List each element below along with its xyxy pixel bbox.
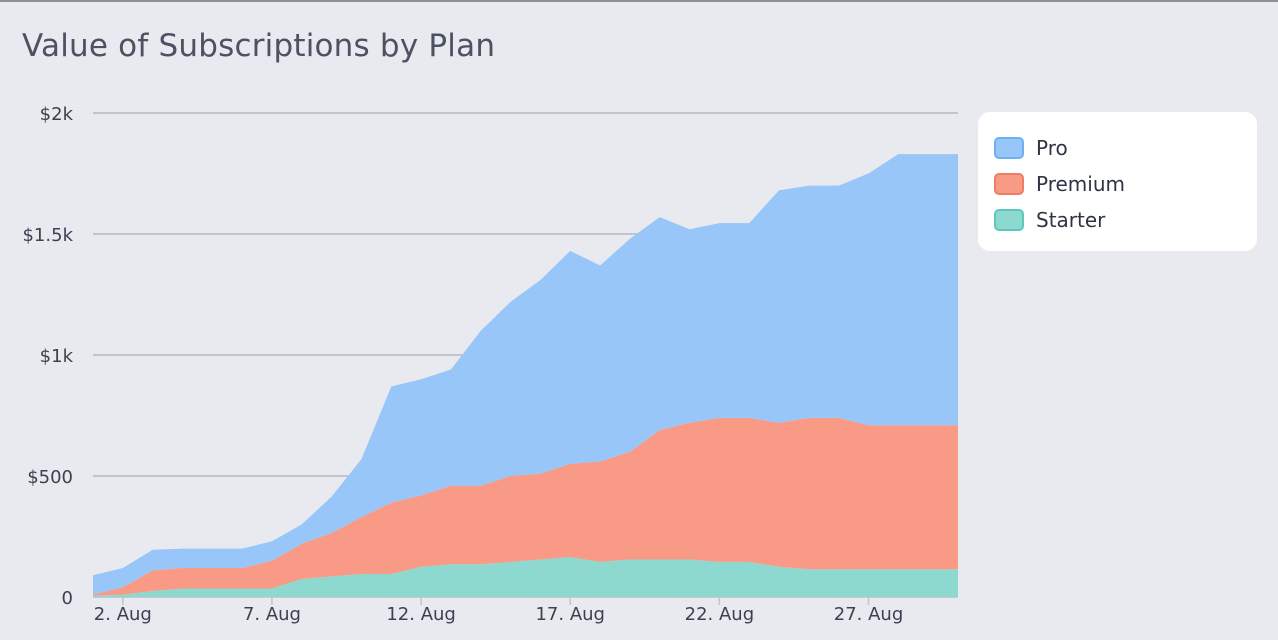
y-tick-label: $500: [27, 467, 73, 488]
legend-swatch-premium: [994, 173, 1024, 195]
area-starter: [93, 557, 958, 597]
top-rule: [0, 0, 1278, 2]
y-tick-label: $1.5k: [22, 225, 73, 246]
x-tick-label: 7. Aug: [243, 604, 301, 625]
chart-title: Value of Subscriptions by Plan: [22, 28, 496, 64]
area-premium: [93, 417, 958, 596]
legend-label-pro: Pro: [1036, 136, 1068, 160]
x-tick-label: 2. Aug: [94, 604, 152, 625]
legend-label-starter: Starter: [1036, 208, 1106, 232]
legend-label-premium: Premium: [1036, 172, 1125, 196]
y-tick-label: $2k: [40, 104, 74, 125]
legend-swatch-starter: [994, 209, 1024, 231]
x-tick-label: 27. Aug: [834, 604, 904, 625]
x-tick-label: 12. Aug: [386, 604, 456, 625]
area-pro: [93, 154, 958, 595]
y-tick-label: $1k: [40, 346, 74, 367]
x-tick-label: 22. Aug: [685, 604, 755, 625]
legend: Pro Premium Starter: [978, 112, 1257, 251]
legend-swatch-pro: [994, 137, 1024, 159]
x-tick-label: 17. Aug: [535, 604, 605, 625]
legend-item-pro[interactable]: Pro: [994, 130, 1257, 166]
y-tick-label: 0: [62, 588, 73, 609]
legend-item-premium[interactable]: Premium: [994, 166, 1257, 202]
legend-item-starter[interactable]: Starter: [994, 202, 1257, 238]
